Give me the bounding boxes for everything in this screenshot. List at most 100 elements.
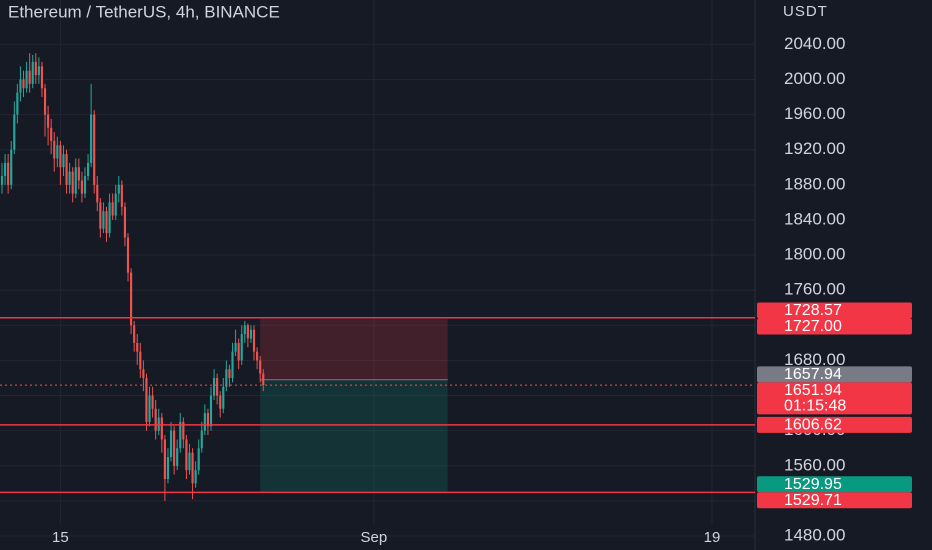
- candle-body: [56, 145, 59, 159]
- grid: [0, 0, 756, 550]
- candle-body: [105, 211, 108, 234]
- candle-body: [59, 145, 62, 168]
- candle-body: [16, 92, 19, 115]
- candle-body: [148, 395, 151, 422]
- candle-body: [212, 377, 216, 396]
- candle-body: [228, 369, 231, 378]
- candle-body: [176, 448, 179, 466]
- price-label-box: [757, 302, 912, 319]
- candle-body: [71, 171, 74, 194]
- price-label: 1529.71: [784, 492, 842, 509]
- candle-body: [10, 149, 13, 185]
- candle-body: [249, 329, 253, 339]
- candle-body: [68, 171, 71, 185]
- position-zones: [260, 319, 448, 493]
- price-label: 1657.94: [784, 366, 842, 383]
- candle-body: [194, 470, 197, 484]
- candle-body: [234, 342, 237, 352]
- candle-body: [25, 70, 28, 89]
- plot: [0, 53, 755, 501]
- price-label: 1651.94: [784, 382, 842, 399]
- candle-body: [22, 79, 25, 89]
- x-tick-label: Sep: [361, 529, 388, 546]
- candle-body: [3, 162, 7, 177]
- candle-body: [200, 430, 203, 449]
- y-axis-label: USDT: [783, 3, 828, 20]
- y-tick-label: 1680.00: [784, 350, 845, 369]
- candle-body: [80, 180, 83, 194]
- candle-body: [139, 351, 142, 370]
- price-label-box: [757, 366, 912, 383]
- y-tick-label: 1480.00: [784, 526, 845, 545]
- price-label-box: [757, 416, 912, 433]
- candle-body: [53, 140, 56, 159]
- candle-body: [191, 452, 194, 484]
- candle-body: [31, 61, 34, 84]
- labels: 1480.001520.001560.001600.001640.001680.…: [52, 34, 912, 546]
- candle-body: [163, 439, 166, 479]
- price-label-box: [757, 492, 912, 509]
- candle-body: [154, 408, 157, 431]
- x-tick-label: 19: [704, 529, 721, 546]
- candle-body: [203, 413, 206, 431]
- y-tick-label: 1560.00: [784, 455, 845, 474]
- candle-body: [19, 79, 22, 93]
- candle-body: [160, 417, 163, 440]
- candle-body: [237, 342, 240, 361]
- candle-body: [117, 184, 120, 194]
- y-tick-label: 1760.00: [784, 280, 845, 299]
- chart-title: Ethereum / TetherUS, 4h, BINANCE: [8, 2, 280, 21]
- candle-body: [231, 351, 234, 378]
- candle-body: [126, 237, 130, 273]
- candle-body: [166, 457, 170, 479]
- candle-body: [136, 342, 139, 352]
- y-tick-label: 1840.00: [784, 209, 845, 228]
- price-label: 1529.95: [784, 476, 842, 493]
- price-label: 1606.62: [784, 417, 842, 434]
- candle-body: [111, 202, 114, 216]
- candle-body: [28, 70, 31, 84]
- candle-body: [206, 413, 209, 427]
- candle-body: [185, 439, 188, 471]
- candle-body: [102, 211, 105, 229]
- y-tick-label: 1920.00: [784, 139, 845, 158]
- candle-body: [197, 448, 200, 471]
- candle-body: [179, 421, 182, 449]
- candle-body: [7, 162, 10, 185]
- candle-body: [216, 377, 219, 396]
- candle-body: [37, 66, 40, 76]
- candle-body: [222, 386, 225, 409]
- candle-body: [130, 272, 133, 326]
- candle-body: [120, 184, 123, 207]
- candle-body: [83, 176, 87, 194]
- candle-body: [34, 61, 37, 76]
- candle-body: [256, 351, 259, 361]
- candle-body: [219, 395, 222, 409]
- candle-body: [252, 329, 256, 352]
- price-label: 1728.57: [784, 302, 842, 319]
- x-tick-label: 15: [52, 529, 69, 546]
- candle-body: [114, 193, 117, 216]
- price-label: 1727.00: [784, 318, 842, 335]
- y-tick-label: 1960.00: [784, 104, 845, 123]
- stop-zone: [260, 319, 448, 380]
- price-label-box: [757, 476, 912, 493]
- y-tick-label: 1800.00: [784, 245, 845, 264]
- candle-body: [259, 360, 262, 374]
- candle-body: [13, 114, 16, 150]
- candle-body: [133, 325, 136, 343]
- candle-body: [96, 184, 99, 203]
- candle-body: [93, 114, 96, 185]
- countdown: 01:15:48: [784, 398, 846, 415]
- candle-body: [142, 369, 145, 378]
- candle-body: [86, 162, 90, 177]
- candle-body: [74, 167, 77, 194]
- y-tick-label: 2000.00: [784, 69, 845, 88]
- candle-body: [0, 176, 4, 185]
- candle-body: [145, 377, 148, 422]
- candle-body: [169, 430, 173, 458]
- candle-body: [151, 395, 154, 409]
- candle-body: [40, 66, 44, 89]
- candle-body: [262, 373, 265, 386]
